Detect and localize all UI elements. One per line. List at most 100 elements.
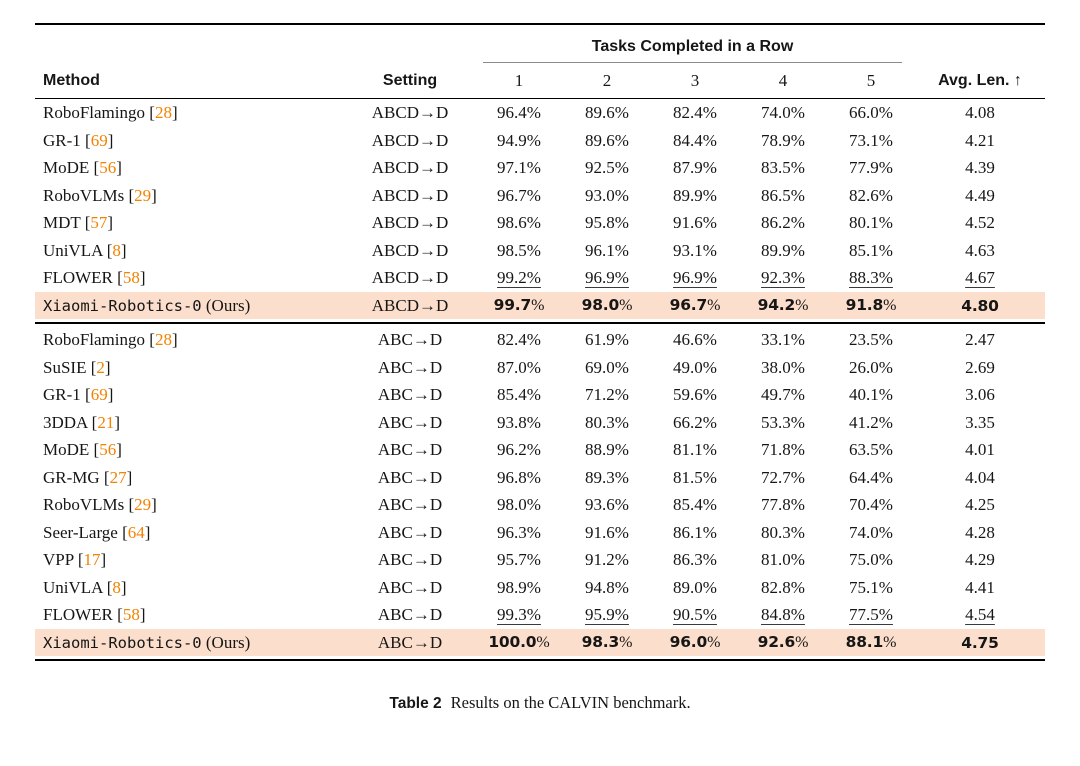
setting-cell: ABC→D — [377, 330, 443, 350]
task-4-cell: 72.7% — [761, 467, 805, 487]
task-3-cell: 82.4% — [673, 103, 717, 123]
avg-len-cell: 4.25 — [965, 495, 995, 515]
setting-cell: ABC→D — [377, 550, 443, 570]
citation-number: 21 — [97, 412, 115, 432]
task-2-cell: 95.8% — [585, 213, 629, 233]
avg-len-cell: 3.35 — [965, 412, 995, 432]
task-3-cell: 85.4% — [673, 495, 717, 515]
task-3-cell: 96.0% — [669, 633, 721, 652]
task-3-cell: 87.9% — [673, 158, 717, 178]
avg-len-cell: 4.01 — [965, 440, 995, 460]
setting-cell: ABC→D — [377, 412, 443, 432]
citation-number: 64 — [127, 522, 145, 542]
results-table: Tasks Completed in a Row Method Setting … — [35, 23, 1045, 661]
method-cell: 3DDA [21] — [43, 412, 120, 432]
task-1-cell: 100.0% — [488, 633, 550, 652]
method-cell: FLOWER [58] — [43, 605, 146, 625]
task-1-cell: 99.3% — [497, 605, 541, 625]
ours-highlight-row: Xiaomi-Robotics-0 (Ours) ABC→D 100.0% 98.3%… — [35, 628, 1045, 656]
column-header-task-3: 3 — [690, 70, 700, 90]
task-4-cell: 80.3% — [761, 522, 805, 542]
table-caption: Table 2 Results on the CALVIN benchmark. — [0, 693, 1080, 713]
task-1-cell: 98.9% — [497, 577, 541, 597]
task-1-cell: 96.8% — [497, 467, 541, 487]
task-3-cell: 59.6% — [673, 385, 717, 405]
table-row: Seer-Large [64] ABC→D 96.3% 91.6% 86.1% 80.3%… — [35, 519, 1045, 547]
avg-len-cell: 4.08 — [965, 103, 995, 123]
citation-number: 57 — [90, 213, 108, 233]
task-5-cell: 75.0% — [849, 550, 893, 570]
citation-number: 28 — [154, 103, 172, 123]
citation-number: 2 — [96, 357, 105, 377]
table-row: GR-MG [27] ABC→D 96.8% 89.3% 81.5% 72.7% 64.4%… — [35, 464, 1045, 492]
setting-cell: ABC→D — [377, 467, 443, 487]
task-5-cell: 70.4% — [849, 495, 893, 515]
column-header-setting: Setting — [382, 71, 438, 89]
avg-len-cell: 2.69 — [965, 357, 995, 377]
task-2-cell: 88.9% — [585, 440, 629, 460]
task-1-cell: 96.2% — [497, 440, 541, 460]
table-row: UniVLA [8] ABC→D 98.9% 94.8% 89.0% 82.8% 75.1%… — [35, 574, 1045, 602]
table-caption-label: Table 2 — [389, 695, 442, 712]
method-cell: VPP [17] — [43, 550, 107, 570]
setting-cell: ABC→D — [377, 522, 443, 542]
task-4-cell: 94.2% — [757, 296, 809, 315]
task-1-cell: 98.6% — [497, 213, 541, 233]
setting-cell: ABC→D — [377, 605, 443, 625]
setting-cell: ABCD→D — [371, 213, 449, 233]
task-3-cell: 84.4% — [673, 130, 717, 150]
task-5-cell: 75.1% — [849, 577, 893, 597]
table-row: FLOWER [58] ABCD→D 99.2% 96.9% 96.9% 92.3% 88.… — [35, 264, 1045, 292]
task-2-cell: 89.6% — [585, 130, 629, 150]
method-cell: MoDE [56] — [43, 158, 122, 178]
citation-number: 8 — [112, 240, 121, 260]
table-row: MoDE [56] ABC→D 96.2% 88.9% 81.1% 71.8% 63.5% 4… — [35, 436, 1045, 464]
column-header-task-1: 1 — [514, 70, 524, 90]
table-row: RoboFlamingo [28] ABC→D 82.4% 61.9% 46.6% 33.… — [35, 326, 1045, 354]
task-1-cell: 98.5% — [497, 240, 541, 260]
task-3-cell: 93.1% — [673, 240, 717, 260]
task-5-cell: 66.0% — [849, 103, 893, 123]
table-bottom-rule — [35, 659, 1045, 661]
task-3-cell: 86.1% — [673, 522, 717, 542]
task-1-cell: 97.1% — [497, 158, 541, 178]
table-row: MoDE [56] ABCD→D 97.1% 92.5% 87.9% 83.5% 77.9%… — [35, 154, 1045, 182]
column-header-task-2: 2 — [602, 70, 612, 90]
table-row: UniVLA [8] ABCD→D 98.5% 96.1% 93.1% 89.9% 85.1… — [35, 237, 1045, 265]
task-1-cell: 96.7% — [497, 185, 541, 205]
task-4-cell: 77.8% — [761, 495, 805, 515]
setting-cell: ABC→D — [377, 577, 443, 597]
task-4-cell: 86.2% — [761, 213, 805, 233]
method-cell: RoboFlamingo [28] — [43, 330, 178, 350]
avg-len-cell: 3.06 — [965, 385, 995, 405]
task-4-cell: 83.5% — [761, 158, 805, 178]
task-4-cell: 53.3% — [761, 412, 805, 432]
task-4-cell: 92.6% — [757, 633, 809, 652]
table-row: MDT [57] ABCD→D 98.6% 95.8% 91.6% 86.2% 80.1% 4… — [35, 209, 1045, 237]
table-row: GR-1 [69] ABC→D 85.4% 71.2% 59.6% 49.7% 40.1% 3… — [35, 381, 1045, 409]
task-5-cell: 77.9% — [849, 158, 893, 178]
task-2-cell: 93.0% — [585, 185, 629, 205]
task-1-cell: 94.9% — [497, 130, 541, 150]
table-caption-text: Results on the CALVIN benchmark. — [450, 693, 691, 712]
avg-len-cell: 4.29 — [965, 550, 995, 570]
column-header-task-4: 4 — [778, 70, 788, 90]
task-2-cell: 89.6% — [585, 103, 629, 123]
method-cell: GR-1 [69] — [43, 385, 114, 405]
task-3-cell: 49.0% — [673, 357, 717, 377]
setting-cell: ABCD→D — [371, 185, 449, 205]
citation-number: 8 — [112, 577, 121, 597]
task-1-cell: 93.8% — [497, 412, 541, 432]
task-2-cell: 95.9% — [585, 605, 629, 625]
avg-len-cell: 4.49 — [965, 185, 995, 205]
table-group-header-row: Tasks Completed in a Row — [35, 25, 1045, 63]
method-cell: Xiaomi-Robotics-0 (Ours) — [43, 295, 251, 315]
task-4-cell: 78.9% — [761, 130, 805, 150]
task-3-cell: 89.9% — [673, 185, 717, 205]
task-2-cell: 91.6% — [585, 522, 629, 542]
task-3-cell: 96.7% — [669, 296, 721, 315]
task-4-cell: 89.9% — [761, 240, 805, 260]
task-3-cell: 89.0% — [673, 577, 717, 597]
task-5-cell: 23.5% — [849, 330, 893, 350]
task-3-cell: 86.3% — [673, 550, 717, 570]
